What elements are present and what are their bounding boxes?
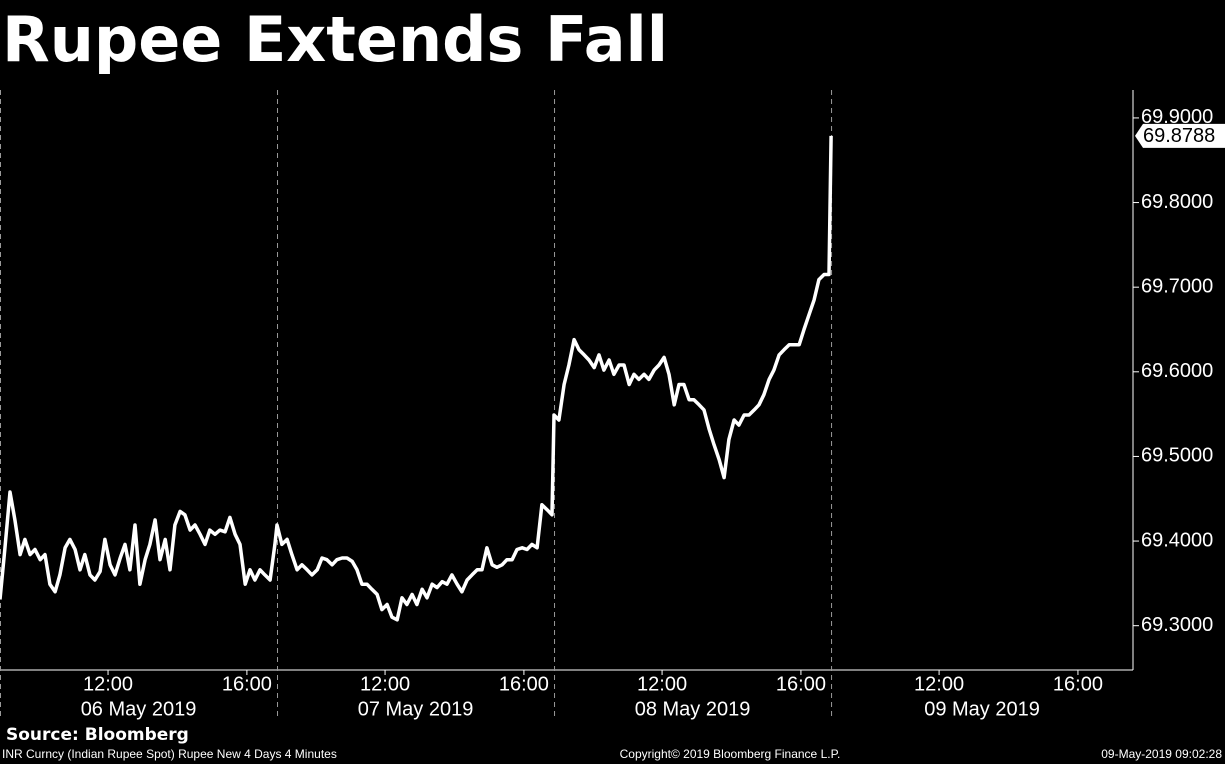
y-tick-label: 69.5000	[1141, 445, 1213, 467]
y-tick-label: 69.9000	[1141, 106, 1213, 128]
last-value-flag	[1135, 123, 1225, 148]
last-value-label: 69.8788	[1143, 125, 1215, 147]
y-tick-label: 69.4000	[1141, 529, 1213, 551]
x-tick-label: 16:00	[499, 673, 549, 695]
x-tick-label: 12:00	[914, 673, 964, 695]
y-tick-label: 69.8000	[1141, 191, 1213, 213]
x-tick-label: 12:00	[637, 673, 687, 695]
date-label: 09 May 2019	[924, 698, 1040, 720]
footer-right: 09-May-2019 09:02:28	[1101, 747, 1222, 761]
footer-left: INR Curncy (Indian Rupee Spot) Rupee New…	[2, 747, 337, 761]
y-tick-label: 69.3000	[1141, 614, 1213, 636]
x-tick-label: 12:00	[360, 673, 410, 695]
x-tick-label: 16:00	[1053, 673, 1103, 695]
y-tick-label: 69.6000	[1141, 360, 1213, 382]
y-tick-label: 69.7000	[1141, 275, 1213, 297]
price-line	[0, 135, 833, 622]
x-tick-label: 16:00	[776, 673, 826, 695]
date-label: 08 May 2019	[635, 698, 751, 720]
chart-title: Rupee Extends Fall	[2, 3, 668, 76]
footer-center: Copyright© 2019 Bloomberg Finance L.P.	[620, 747, 841, 761]
x-tick-label: 12:00	[83, 673, 133, 695]
date-label: 06 May 2019	[81, 698, 197, 720]
date-label: 07 May 2019	[358, 698, 474, 720]
source: Source: Bloomberg	[6, 725, 189, 745]
x-tick-label: 16:00	[222, 673, 272, 695]
